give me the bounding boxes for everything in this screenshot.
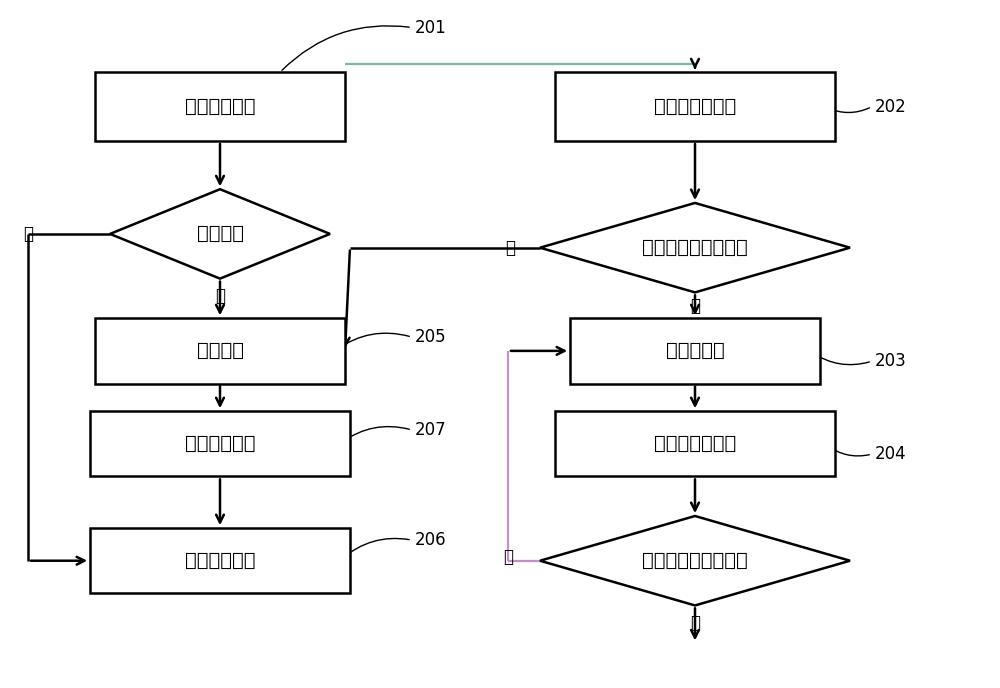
Polygon shape [110,189,330,279]
Text: 否: 否 [23,225,33,243]
Text: 第一配置步骤: 第一配置步骤 [185,551,255,570]
Polygon shape [540,516,850,605]
Text: 是否处于过擦除状态: 是否处于过擦除状态 [642,238,748,257]
Text: 地址匹配步骤: 地址匹配步骤 [185,97,255,116]
Text: 204: 204 [875,445,907,463]
Text: 软编程校验步骤: 软编程校验步骤 [654,434,736,453]
Text: 软编程步骤: 软编程步骤 [666,341,724,361]
Text: 203: 203 [875,352,907,370]
Text: 201: 201 [415,19,447,36]
FancyBboxPatch shape [95,72,345,141]
Text: 过擦除检验步骤: 过擦除检验步骤 [654,97,736,116]
FancyBboxPatch shape [555,72,835,141]
FancyBboxPatch shape [95,318,345,384]
Text: 第二配置步骤: 第二配置步骤 [185,434,255,453]
Text: 匹配成功: 匹配成功 [196,224,244,244]
Text: 是: 是 [690,614,700,632]
Text: 是: 是 [215,287,225,305]
Text: 207: 207 [415,421,447,439]
Text: 206: 206 [415,531,447,549]
Text: 205: 205 [415,328,447,346]
FancyBboxPatch shape [555,411,835,476]
Text: 否: 否 [505,239,515,257]
Text: 否: 否 [503,548,513,566]
Text: 修复步骤: 修复步骤 [196,341,244,361]
Text: 是: 是 [690,297,700,315]
FancyBboxPatch shape [570,318,820,384]
FancyBboxPatch shape [90,411,350,476]
Polygon shape [540,203,850,292]
Text: 202: 202 [875,98,907,116]
FancyBboxPatch shape [90,528,350,593]
Text: 阈值电压是否大于零: 阈值电压是否大于零 [642,551,748,570]
